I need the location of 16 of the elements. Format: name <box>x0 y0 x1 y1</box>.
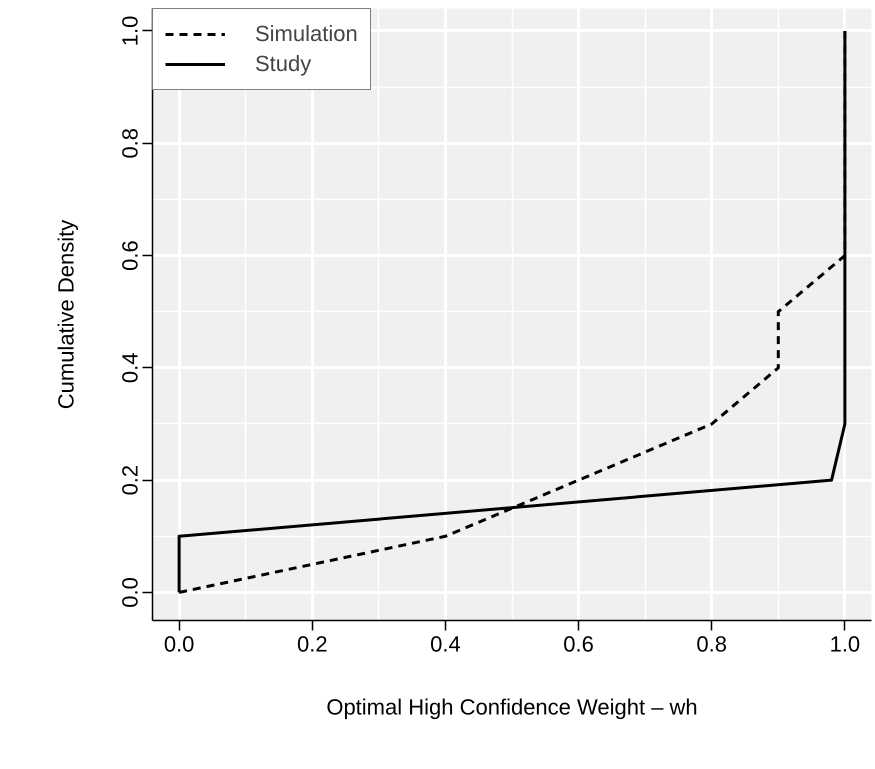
x-tick-label: 0.0 <box>164 632 194 656</box>
y-tick-label: 0.6 <box>118 240 142 271</box>
x-tick-label: 0.6 <box>563 632 594 656</box>
x-tick-label: 0.2 <box>296 632 328 656</box>
y-tick-label: 1.0 <box>118 16 142 46</box>
x-tick-label: 0.8 <box>696 632 728 656</box>
y-tick-label: 0.0 <box>118 577 142 608</box>
x-tick-label: 0.4 <box>430 632 461 656</box>
y-tick-label: 0.4 <box>118 352 142 384</box>
y-axis-title: Cumulative Density <box>54 220 78 410</box>
x-axis-title: Optimal High Confidence Weight – wh <box>326 694 698 720</box>
y-tick-label: 0.8 <box>118 128 142 159</box>
x-tick-label: 1.0 <box>830 632 860 656</box>
legend-label: Study <box>255 51 312 77</box>
legend-label: Simulation <box>255 21 358 47</box>
y-tick-label: 0.2 <box>118 464 142 496</box>
